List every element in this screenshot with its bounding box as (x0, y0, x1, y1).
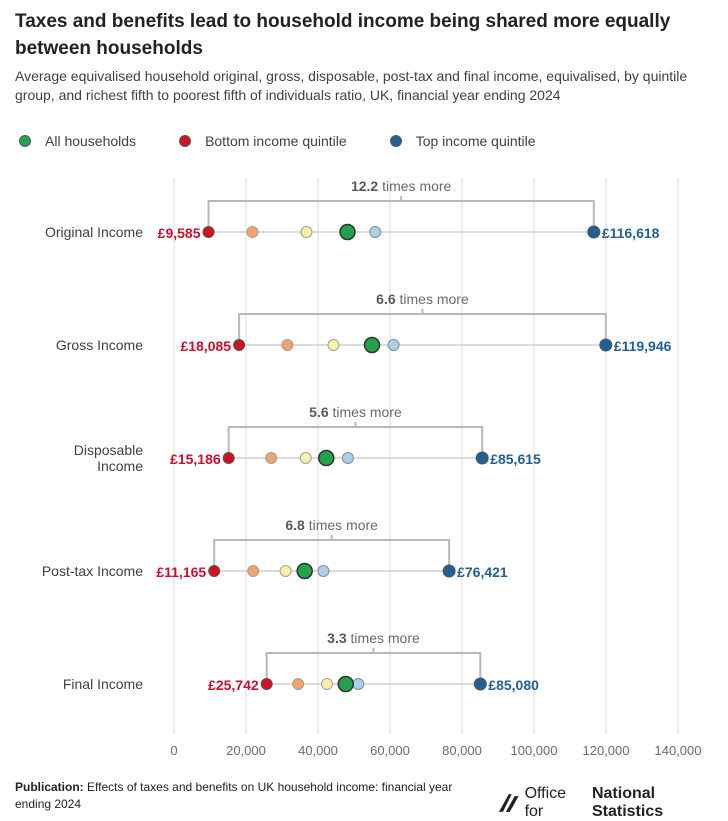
dot-bottom-quintile-disposable-income (222, 452, 235, 464)
x-tick-label-2: 40,000 (298, 743, 338, 758)
dot-fourth-quintile-gross-income (387, 339, 400, 351)
ratio-value-gross-income: 6.6 (376, 291, 396, 307)
ons-logo-bold: National Statistics (591, 785, 664, 820)
ratio-label-gross-income: 6.6 times more (376, 291, 469, 307)
top-value-label-post-tax-income: £76,421 (457, 564, 508, 580)
dot-fourth-quintile-post-tax-income (317, 565, 330, 577)
dot-top-quintile-final-income (473, 677, 487, 691)
dot-second-quintile-gross-income (281, 339, 294, 351)
category-label-disposable-income-line2: Income (97, 458, 143, 474)
legend-item-top-quintile: Top income quintile (389, 133, 536, 149)
category-label-original-income: Original Income (45, 224, 143, 240)
ratio-suffix-post-tax-income: times more (305, 517, 378, 533)
bottom-value-label-original-income: £9,585 (158, 225, 201, 241)
bottom-value-label-disposable-income: £15,186 (170, 451, 221, 467)
dot-second-quintile-final-income (292, 678, 305, 690)
x-tick-label-4: 80,000 (442, 743, 482, 758)
dot-all-households-post-tax-income (296, 562, 313, 580)
dot-all-households-gross-income (363, 336, 381, 354)
x-tick-label-0: 0 (170, 743, 177, 758)
x-tick-label-6: 120,000 (583, 743, 630, 758)
category-label-final-income: Final Income (63, 676, 143, 692)
ratio-suffix-original-income: times more (378, 178, 451, 194)
dot-fourth-quintile-disposable-income (341, 452, 354, 464)
dot-top-quintile-post-tax-income (442, 564, 456, 578)
ratio-label-final-income: 3.3 times more (327, 630, 420, 646)
bracket-post-tax-income (213, 539, 451, 568)
legend: All households Bottom income quintile To… (19, 131, 579, 151)
ratio-label-disposable-income: 5.6 times more (309, 404, 402, 420)
category-label-gross-income: Gross Income (56, 337, 143, 353)
bottom-value-label-final-income: £25,742 (208, 677, 259, 693)
legend-dot-bottom-quintile (179, 135, 192, 147)
dot-middle-quintile-gross-income (327, 339, 340, 351)
dot-second-quintile-disposable-income (265, 452, 278, 464)
dot-bottom-quintile-original-income (202, 226, 215, 238)
bracket-original-income (207, 200, 595, 229)
ratio-suffix-disposable-income: times more (329, 404, 402, 420)
footer-publication: Publication: Effects of taxes and benefi… (15, 779, 485, 813)
dot-middle-quintile-disposable-income (299, 452, 312, 464)
dot-middle-quintile-final-income (321, 678, 333, 690)
ratio-suffix-gross-income: times more (396, 291, 469, 307)
footer-publication-text: Effects of taxes and benefits on UK hous… (15, 780, 453, 811)
dot-middle-quintile-post-tax-income (279, 565, 292, 577)
chart-title: Taxes and benefits lead to household inc… (15, 11, 671, 59)
bracket-disposable-income (227, 426, 484, 455)
chart-subtitle: Average equivalised household original, … (15, 68, 688, 103)
x-tick-label-5: 100,000 (511, 743, 558, 758)
bracket-gross-income (238, 313, 607, 342)
bottom-value-label-post-tax-income: £11,165 (156, 564, 206, 580)
dot-bottom-quintile-post-tax-income (208, 565, 221, 577)
ratio-value-disposable-income: 5.6 (309, 404, 329, 420)
dot-second-quintile-post-tax-income (247, 565, 260, 577)
ons-logo[interactable]: Office for National Statistics (498, 785, 728, 821)
dot-all-households-disposable-income (318, 449, 335, 467)
footer-publication-label: Publication: (15, 780, 84, 794)
ratio-suffix-final-income: times more (347, 630, 420, 646)
legend-label-all-households: All households (45, 133, 137, 149)
dot-plot-chart: 0 20,000 40,000 60,000 80,000 100,000 120,000 1… (42, 178, 702, 758)
category-label-post-tax-income: Post-tax Income (42, 563, 143, 579)
ratio-value-original-income: 12.2 (351, 178, 378, 194)
dot-all-households-original-income (339, 223, 356, 241)
dot-fourth-quintile-final-income (352, 678, 365, 690)
dot-bottom-quintile-final-income (260, 678, 273, 690)
category-label-disposable-income-line1: Disposable (74, 442, 143, 458)
x-tick-label-3: 60,000 (370, 743, 410, 758)
dot-top-quintile-original-income (587, 225, 601, 239)
ratio-label-original-income: 12.2 times more (351, 178, 452, 194)
legend-label-top-quintile: Top income quintile (415, 133, 536, 149)
bottom-value-label-gross-income: £18,085 (180, 338, 231, 354)
top-value-label-disposable-income: £85,615 (490, 451, 541, 467)
ratio-label-post-tax-income: 6.8 times more (285, 517, 378, 533)
bracket-final-income (265, 652, 482, 681)
x-tick-label-7: 140,000 (655, 743, 702, 758)
dot-second-quintile-original-income (246, 226, 259, 238)
dot-middle-quintile-original-income (300, 226, 313, 238)
legend-item-bottom-quintile: Bottom income quintile (179, 133, 347, 149)
ratio-value-final-income: 3.3 (327, 630, 347, 646)
dot-top-quintile-disposable-income (475, 451, 489, 465)
ons-logo-regular: Office for (524, 785, 567, 820)
dot-top-quintile-gross-income (599, 338, 613, 352)
ratio-value-post-tax-income: 6.8 (285, 517, 305, 533)
top-value-label-gross-income: £119,946 (614, 338, 672, 354)
top-value-label-final-income: £85,080 (488, 677, 539, 693)
dot-all-households-final-income (337, 675, 354, 693)
legend-item-all-households: All households (19, 133, 136, 149)
dot-bottom-quintile-gross-income (233, 339, 246, 351)
legend-dot-top-quintile (389, 135, 402, 147)
legend-dot-all-households (19, 135, 31, 147)
x-tick-label-1: 20,000 (226, 743, 266, 758)
legend-label-bottom-quintile: Bottom income quintile (205, 133, 347, 149)
ons-logo-icon (498, 794, 519, 812)
top-value-label-original-income: £116,618 (602, 225, 660, 241)
dot-fourth-quintile-original-income (369, 226, 382, 238)
